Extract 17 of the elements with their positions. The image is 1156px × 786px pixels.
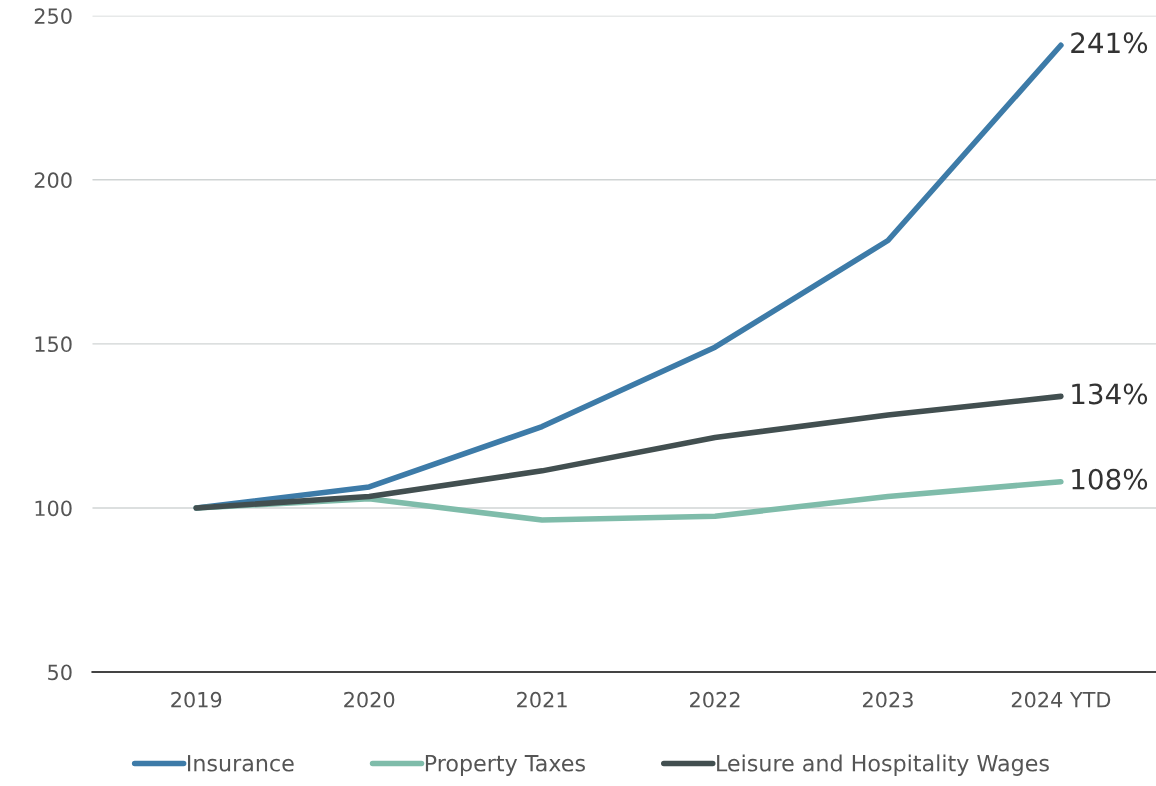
y-tick-label: 250 [34, 8, 72, 24]
y-tick-label: 200 [34, 172, 72, 189]
x-tick-label: 2019 [171, 691, 222, 708]
x-tick-label: 2023 [862, 691, 913, 708]
x-tick-label: 2021 [517, 691, 567, 708]
y-tick-label: 50 [48, 664, 72, 681]
legend-label: Property Taxes [425, 755, 585, 776]
annotation: 108% [1072, 468, 1148, 490]
legend-label: Insurance [187, 755, 294, 772]
x-tick-label: 2024 YTD [1011, 691, 1111, 708]
legend-label: Leisure and Hospitality Wages [717, 754, 1049, 776]
x-tick-label: 2022 [690, 691, 740, 708]
annotation: 241% [1071, 32, 1148, 54]
annotation: 134% [1072, 383, 1148, 405]
y-tick-label: 150 [35, 336, 72, 353]
y-tick-label: 100 [35, 500, 72, 517]
x-tick-label: 2020 [344, 691, 395, 708]
